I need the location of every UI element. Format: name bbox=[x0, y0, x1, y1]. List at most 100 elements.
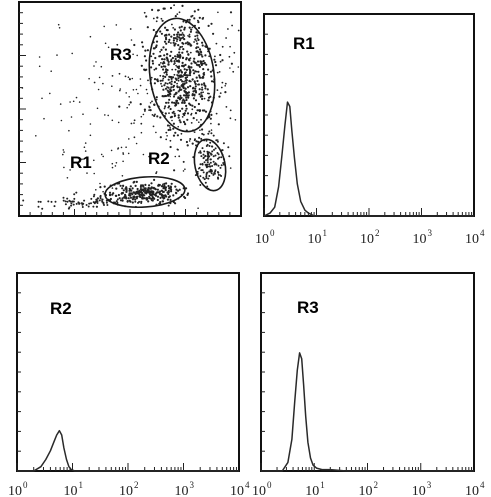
x-tick-label-exponent: 0 bbox=[267, 480, 272, 490]
x-tick-label: 10 bbox=[230, 484, 244, 497]
scatter-point bbox=[172, 85, 175, 88]
scatter-point bbox=[100, 153, 103, 156]
scatter-point bbox=[184, 72, 186, 75]
scatter-point bbox=[128, 78, 131, 81]
scatter-point bbox=[180, 25, 183, 28]
x-tick-label-exponent: 2 bbox=[374, 480, 379, 490]
scatter-point bbox=[124, 193, 127, 196]
scatter-point bbox=[187, 66, 190, 69]
scatter-point bbox=[187, 35, 189, 37]
scatter-point bbox=[145, 88, 148, 91]
scatter-point bbox=[156, 80, 159, 83]
scatter-point bbox=[151, 114, 154, 116]
scatter-point bbox=[170, 89, 173, 92]
scatter-point bbox=[167, 106, 170, 109]
scatter-point bbox=[178, 119, 181, 122]
scatter-point bbox=[206, 158, 209, 161]
scatter-point bbox=[237, 29, 240, 32]
scatter-point bbox=[84, 150, 87, 152]
scatter-point bbox=[78, 202, 81, 205]
scatter-point bbox=[194, 85, 197, 88]
scatter-point bbox=[209, 70, 212, 73]
scatter-point bbox=[200, 169, 203, 172]
scatter-point bbox=[177, 96, 180, 98]
scatter-point bbox=[198, 136, 201, 139]
scatter-point bbox=[164, 70, 167, 72]
scatter-point bbox=[166, 124, 170, 127]
scatter-point bbox=[167, 40, 170, 44]
scatter-point bbox=[148, 109, 151, 111]
scatter-point bbox=[95, 189, 97, 191]
scatter-point bbox=[89, 123, 92, 125]
scatter-point bbox=[189, 85, 192, 88]
scatter-point bbox=[162, 75, 165, 78]
scatter-point bbox=[161, 190, 165, 193]
scatter-point bbox=[181, 80, 184, 83]
scatter-point bbox=[88, 77, 90, 80]
scatter-point bbox=[202, 59, 205, 63]
scatter-point bbox=[158, 63, 161, 66]
scatter-point bbox=[185, 68, 188, 71]
scatter-point bbox=[201, 62, 204, 65]
scatter-point bbox=[202, 133, 205, 136]
scatter-point bbox=[108, 191, 112, 194]
scatter-point bbox=[139, 195, 142, 199]
scatter-point bbox=[217, 123, 220, 126]
scatter-point bbox=[170, 80, 173, 83]
scatter-point bbox=[131, 201, 134, 204]
scatter-point bbox=[68, 129, 70, 132]
x-tick-label-exponent: 1 bbox=[79, 480, 84, 490]
scatter-point bbox=[178, 26, 181, 29]
scatter-point bbox=[154, 56, 157, 60]
scatter-point bbox=[197, 21, 200, 24]
x-tick-label-exponent: 4 bbox=[245, 480, 250, 490]
scatter-point bbox=[124, 75, 127, 78]
scatter-point bbox=[118, 72, 121, 75]
scatter-point bbox=[59, 103, 62, 105]
scatter-point bbox=[70, 204, 73, 207]
scatter-point bbox=[72, 203, 75, 206]
scatter-point bbox=[96, 205, 98, 208]
scatter-point bbox=[205, 175, 208, 178]
scatter-point bbox=[185, 98, 188, 102]
scatter-point bbox=[134, 184, 137, 187]
scatter-point bbox=[102, 82, 104, 85]
scatter-point bbox=[201, 109, 205, 112]
scatter-point bbox=[153, 78, 157, 81]
scatter-point bbox=[147, 200, 150, 203]
gate-r1 bbox=[104, 175, 186, 209]
scatter-point bbox=[155, 20, 158, 23]
scatter-point bbox=[167, 91, 170, 94]
scatter-point bbox=[176, 74, 179, 76]
scatter-point bbox=[173, 28, 176, 31]
scatter-point bbox=[93, 193, 96, 196]
scatter-point bbox=[73, 197, 76, 200]
scatter-point bbox=[175, 101, 178, 104]
scatter-point bbox=[163, 182, 166, 185]
scatter-point bbox=[224, 82, 227, 85]
scatter-point bbox=[118, 197, 121, 200]
scatter-point bbox=[174, 131, 177, 134]
scatter-point bbox=[185, 71, 187, 74]
scatter-point bbox=[131, 187, 134, 190]
scatter-point bbox=[165, 34, 168, 37]
histogram-line bbox=[261, 352, 474, 472]
scatter-point bbox=[199, 61, 202, 63]
scatter-point bbox=[197, 83, 199, 86]
scatter-point bbox=[178, 60, 181, 63]
scatter-point bbox=[153, 47, 156, 50]
scatter-point bbox=[206, 150, 209, 153]
scatter-point bbox=[204, 181, 207, 184]
scatter-point bbox=[38, 65, 41, 68]
scatter-point bbox=[122, 185, 124, 187]
scatter-point bbox=[50, 70, 52, 72]
scatter-point bbox=[128, 187, 131, 190]
scatter-point bbox=[53, 205, 56, 208]
scatter-point bbox=[103, 185, 106, 188]
scatter-point bbox=[92, 205, 95, 208]
scatter-point bbox=[143, 194, 146, 197]
scatter-point bbox=[216, 139, 219, 141]
scatter-point bbox=[216, 71, 219, 74]
scatter-point bbox=[75, 96, 78, 99]
scatter-point bbox=[153, 197, 156, 200]
